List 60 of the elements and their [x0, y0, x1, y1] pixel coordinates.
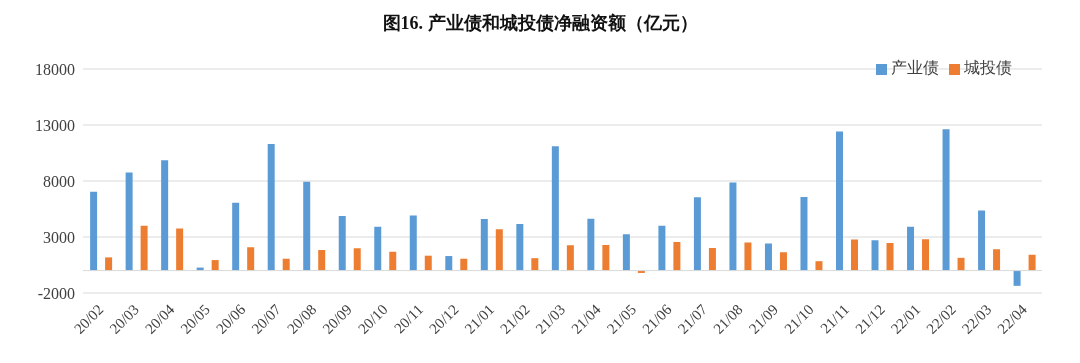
bar — [282, 258, 290, 271]
bar — [942, 129, 950, 271]
bar — [835, 131, 843, 271]
bar — [374, 226, 382, 271]
bar — [622, 234, 630, 271]
y-tick-label: 13000 — [35, 116, 75, 134]
bar — [495, 229, 503, 271]
bar — [480, 219, 488, 271]
bar — [800, 197, 808, 271]
bar — [658, 225, 666, 271]
bar — [267, 144, 275, 271]
chart-title: 图16. 产业债和城投债净融资额（亿元） — [381, 12, 699, 35]
y-tick-label: -2000 — [37, 284, 75, 302]
bar — [353, 248, 361, 271]
bar — [389, 251, 397, 271]
bar — [993, 249, 1001, 271]
bar — [815, 261, 823, 271]
bar — [409, 215, 417, 271]
bar — [566, 245, 574, 271]
bar — [850, 239, 858, 271]
bar — [886, 242, 894, 271]
bar — [90, 191, 98, 271]
bar — [232, 202, 240, 271]
bar — [445, 256, 453, 271]
bar — [587, 218, 595, 271]
bar — [140, 225, 148, 271]
bar — [957, 257, 965, 271]
bar — [516, 224, 524, 271]
bar — [161, 160, 169, 271]
bar — [922, 239, 930, 271]
bar — [871, 240, 879, 271]
bar — [460, 258, 468, 271]
bar — [1028, 254, 1036, 271]
bar — [744, 242, 752, 271]
bar — [602, 244, 610, 271]
bar — [978, 210, 986, 271]
bar — [551, 146, 559, 271]
bar — [673, 241, 681, 271]
bar — [303, 181, 311, 271]
bar — [708, 247, 716, 271]
bar — [764, 243, 772, 271]
y-tick-label: 3000 — [43, 228, 75, 246]
bar — [176, 228, 184, 271]
y-tick-label: 18000 — [35, 60, 75, 78]
bar — [247, 247, 255, 271]
bar — [424, 255, 432, 271]
bar — [338, 216, 346, 271]
bar — [318, 250, 326, 271]
bar — [1013, 270, 1021, 286]
bar — [779, 252, 787, 271]
bar — [907, 226, 915, 271]
bar — [211, 260, 219, 271]
bar — [729, 182, 737, 271]
legend-label: 产业债 — [891, 59, 939, 76]
legend-label: 城投债 — [964, 59, 1012, 76]
bar — [105, 257, 113, 271]
bar — [693, 197, 701, 271]
y-tick-label: 8000 — [43, 172, 75, 190]
bar — [531, 258, 539, 271]
bar — [125, 172, 133, 271]
